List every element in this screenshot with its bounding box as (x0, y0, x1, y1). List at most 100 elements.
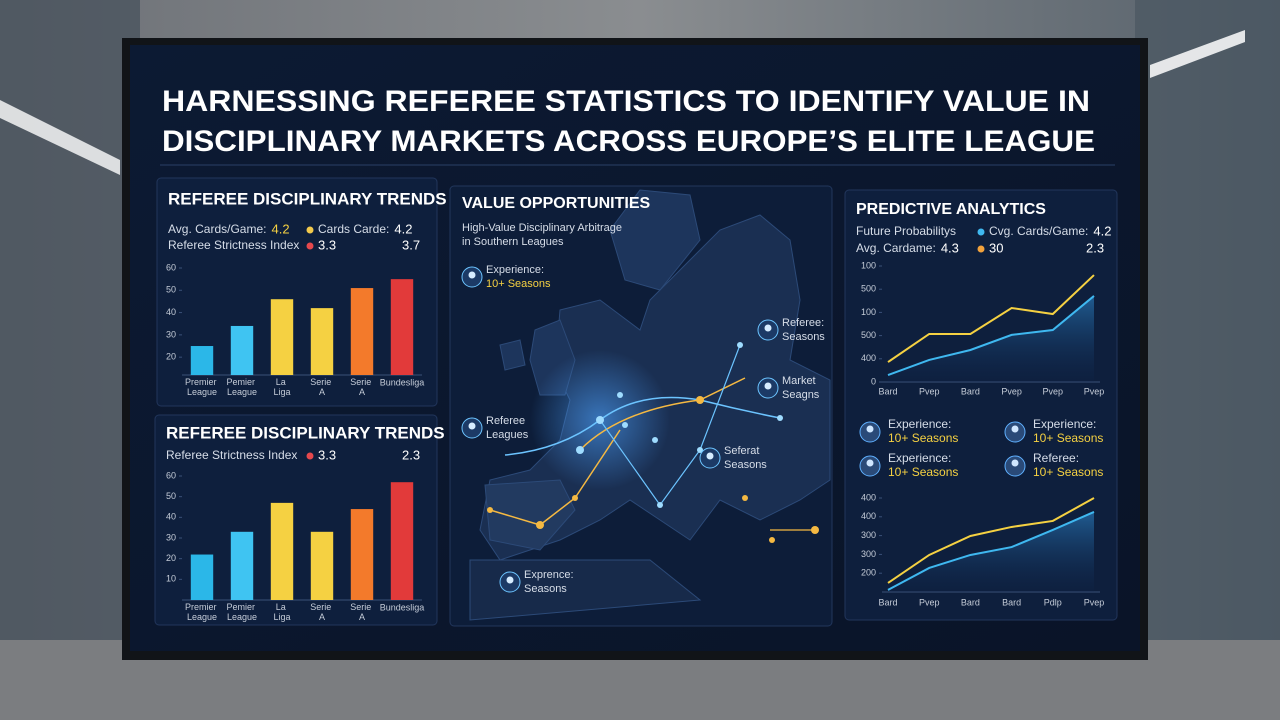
y-tick-label: 300 (861, 530, 876, 540)
callout-label: Experience: (486, 264, 544, 276)
y-tick-label: 50 (166, 285, 176, 295)
x-tick-label: Pemier League (226, 377, 257, 397)
bar (230, 531, 254, 600)
avatar-head (866, 425, 874, 433)
callout-value: Seagns (782, 389, 820, 401)
legend-dot (977, 228, 985, 236)
y-tick-label: 40 (166, 307, 176, 317)
map (469, 189, 831, 621)
bar (270, 299, 294, 375)
panel-title: PREDICTIVE ANALYTICS (856, 201, 1046, 218)
line (887, 497, 1095, 584)
stat-value: 4.3 (941, 240, 959, 255)
callout-icon-head (468, 271, 476, 279)
x-tick-label: Serie A (310, 377, 334, 397)
x-tick-label: Pvep (1043, 386, 1064, 396)
legend-dot (306, 226, 314, 234)
panel-title: VALUE OPPORTUNITIES (462, 195, 650, 212)
x-tick-label: Premier League (185, 602, 219, 622)
bar (230, 325, 254, 375)
stat-label: Referee Strictness Index (166, 448, 297, 462)
callout-label: Exprence: (524, 569, 574, 581)
y-tick-label: 40 (166, 512, 176, 522)
stat-value: 3.3 (318, 447, 336, 462)
x-tick-label: Bard (961, 386, 980, 396)
stat-value: 2.3 (402, 447, 420, 462)
y-tick-label: 400 (861, 492, 876, 502)
callout-icon-head (506, 576, 514, 584)
stat-value: 30 (989, 240, 1003, 255)
y-tick-label: 30 (166, 329, 176, 339)
profile-label: Experience: (1033, 417, 1096, 431)
callout-value: Seasons (524, 583, 567, 595)
bar (270, 502, 294, 600)
glass-right (1135, 0, 1280, 720)
legend-dot (977, 245, 985, 253)
landmass (469, 559, 702, 621)
x-tick-label: Pdlp (1044, 597, 1062, 607)
profile-label: Experience: (888, 451, 951, 465)
panel-subtitle: in Southern Leagues (462, 236, 564, 248)
x-tick-label: Pvep (1084, 597, 1105, 607)
callout-label: Referee (486, 415, 525, 427)
legend-dot (306, 452, 314, 460)
stat-label: Future Probabilitys (856, 224, 956, 238)
link (579, 377, 746, 451)
legend-dot (306, 242, 314, 250)
bar (350, 509, 374, 600)
callout-value: 10+ Seasons (486, 278, 551, 290)
callout-label: Seferat (724, 445, 759, 457)
stat-value: 4.2 (271, 221, 289, 236)
stat-label: Avg. Cards/Game: (168, 222, 266, 236)
x-tick-label: Serie A (350, 377, 374, 397)
line (887, 510, 1095, 591)
x-tick-label: Bundesliga (380, 602, 425, 612)
panel-title: REFEREE DISCIPLINARY TRENDS (166, 423, 445, 442)
title: DISCIPLINARY MARKETS ACROSS EUROPE’S ELI… (162, 125, 1095, 158)
x-tick-label: Pemier League (226, 602, 257, 622)
y-tick-label: 60 (166, 262, 176, 272)
link (489, 429, 621, 526)
y-tick-label: 50 (166, 491, 176, 501)
x-tick-label: Bundesliga (380, 377, 425, 387)
y-tick-label: 200 (861, 568, 876, 578)
profile-value: 10+ Seasons (1033, 431, 1103, 445)
panel-subtitle: High-Value Disciplinary Arbitrage (462, 222, 622, 234)
bar (310, 308, 334, 375)
nodes (487, 396, 819, 543)
x-tick-label: Bard (878, 386, 897, 396)
y-tick-label: 100 (861, 260, 876, 270)
x-tick-label: Pvep (1084, 386, 1105, 396)
avatar-head (866, 459, 874, 467)
y-tick-label: 500 (861, 330, 876, 340)
bar (390, 482, 414, 600)
nodes (576, 342, 783, 508)
avatar-head (1011, 459, 1019, 467)
profile-value: 10+ Seasons (888, 465, 958, 479)
y-tick-label: 20 (166, 352, 176, 362)
stat-value: 3.3 (318, 237, 336, 252)
y-tick-label: 10 (166, 574, 176, 584)
stat-label: Avg. Cardame: (856, 241, 936, 255)
x-tick-label: Bard (878, 597, 897, 607)
y-tick-label: 100 (861, 307, 876, 317)
y-tick-label: 400 (861, 511, 876, 521)
ceiling-light (0, 100, 120, 175)
callout-value: Seasons (724, 459, 767, 471)
stat-value: 3.7 (402, 237, 420, 252)
title: HARNESSING REFEREE STATISTICS TO IDENTIF… (162, 85, 1090, 118)
callout-icon-head (706, 452, 714, 460)
landmass (484, 479, 576, 551)
callout-icon-head (764, 382, 772, 390)
callout-icon-head (764, 324, 772, 332)
callout-value: Seasons (782, 331, 825, 343)
bar (190, 554, 214, 600)
y-tick-label: 30 (166, 532, 176, 542)
link (504, 396, 781, 456)
profile-value: 10+ Seasons (1033, 465, 1103, 479)
y-tick-label: 60 (166, 470, 176, 480)
x-tick-label: Bard (961, 597, 980, 607)
stat-value: 4.2 (1093, 223, 1111, 238)
glass-left (0, 0, 140, 720)
